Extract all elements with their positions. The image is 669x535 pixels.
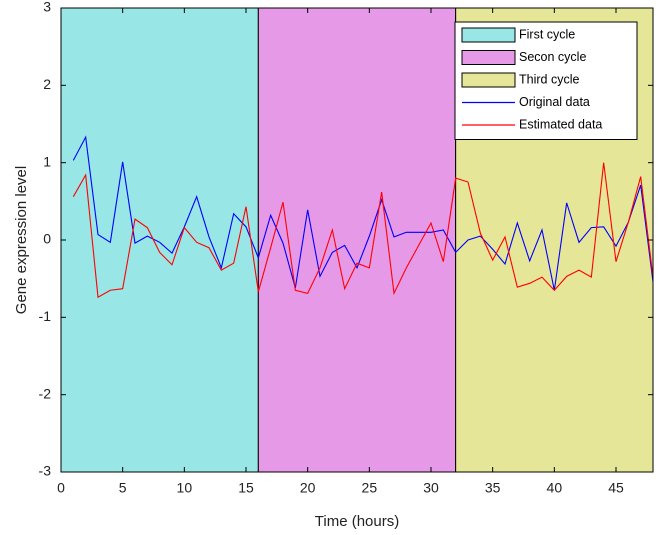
data-line xyxy=(72,162,654,299)
x-tick-label: 45 xyxy=(608,480,624,496)
x-tick-label: 25 xyxy=(362,480,378,496)
legend-patch xyxy=(461,50,516,65)
legend-text: Secon cycle xyxy=(519,50,586,64)
y-tick-label: 0 xyxy=(43,231,51,247)
y-tick-label: 3 xyxy=(43,0,51,15)
cycle-region xyxy=(60,7,259,473)
legend-text: First cycle xyxy=(519,27,575,41)
y-tick-label: -2 xyxy=(39,385,52,401)
x-tick-label: 5 xyxy=(119,480,127,496)
y-tick-label: -3 xyxy=(39,463,52,479)
x-tick-label: 15 xyxy=(238,480,254,496)
y-tick-label: 1 xyxy=(43,153,51,169)
legend-patch xyxy=(461,27,516,43)
data-line xyxy=(72,135,654,291)
x-tick-label: 35 xyxy=(485,480,501,496)
x-tick-label: 30 xyxy=(423,480,439,496)
x-tick-label: 20 xyxy=(300,480,316,496)
legend-text: Original data xyxy=(519,95,590,109)
x-tick-label: 0 xyxy=(57,480,65,496)
x-tick-label: 40 xyxy=(547,480,563,496)
x-tick-label: 10 xyxy=(177,480,193,496)
legend-patch xyxy=(461,72,516,88)
cycle-region xyxy=(257,7,457,473)
legend-text: Estimated data xyxy=(519,117,602,131)
x-axis-label: Time (hours) xyxy=(315,513,399,530)
y-tick-label: -1 xyxy=(39,308,52,324)
y-tick-label: 2 xyxy=(43,76,51,92)
y-axis-label: Gene expression level xyxy=(13,166,30,314)
legend-text: Third cycle xyxy=(519,72,579,86)
